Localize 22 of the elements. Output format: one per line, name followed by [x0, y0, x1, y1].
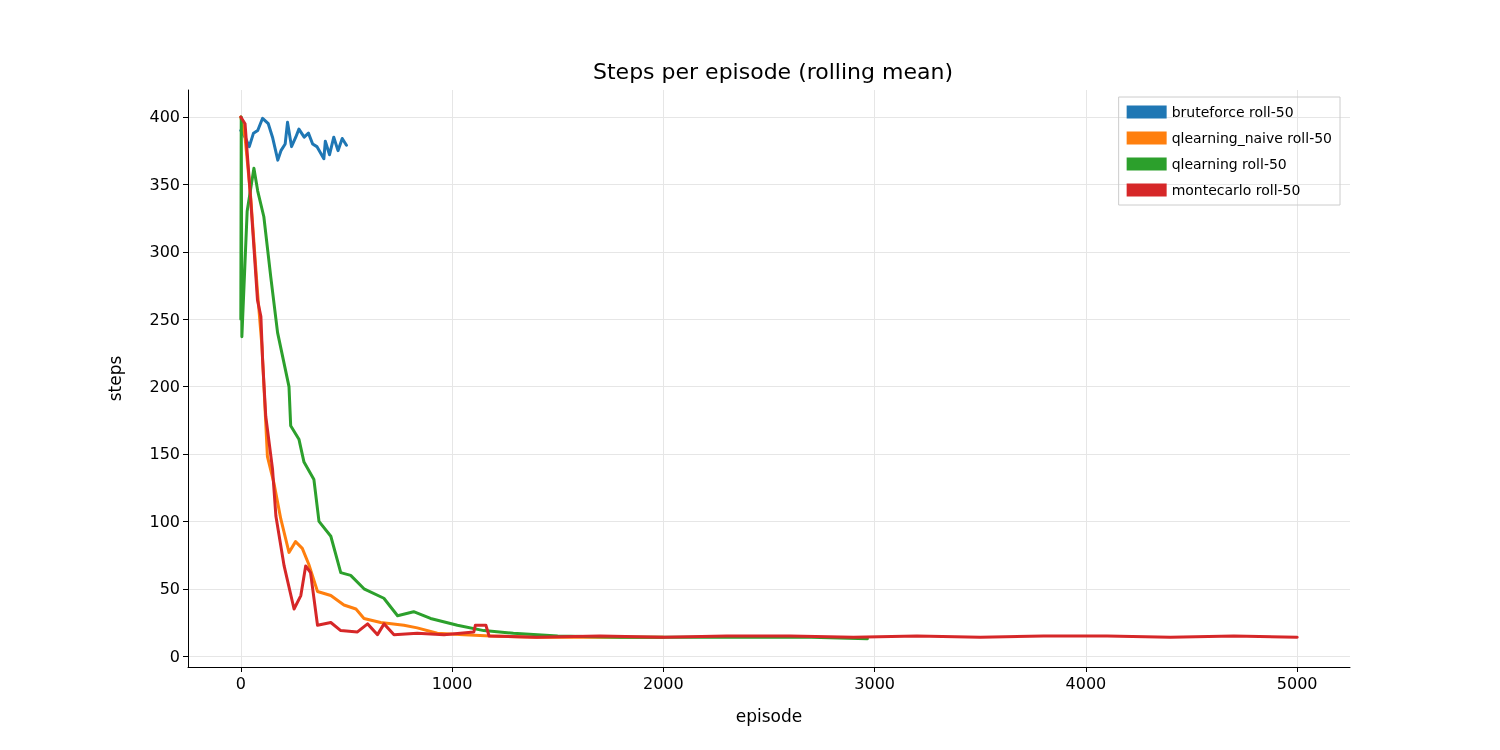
x-axis-title: episode	[735, 705, 803, 726]
x-tick-label: 4000	[1065, 673, 1107, 693]
y-tick-label: 50	[159, 579, 180, 599]
legend-label: qlearning roll-50	[1171, 156, 1287, 172]
x-tick-label: 2000	[643, 673, 684, 693]
y-tick-label: 400	[149, 107, 180, 127]
y-axis-title: steps	[104, 355, 125, 402]
chart-title: Steps per episode (rolling mean)	[593, 58, 953, 84]
legend-label: qlearning_naive roll-50	[1171, 130, 1333, 146]
y-tick-label: 100	[149, 511, 180, 531]
y-tick-label: 300	[149, 242, 180, 262]
y-tick-label: 350	[149, 174, 180, 194]
legend-label: bruteforce roll-50	[1171, 104, 1294, 120]
y-tick-label: 250	[149, 309, 180, 329]
x-tick-label: 0	[235, 673, 246, 693]
y-tick-label: 200	[149, 377, 180, 397]
y-tick-label: 150	[149, 444, 180, 464]
x-tick-label: 5000	[1276, 673, 1318, 693]
x-tick-label: 3000	[854, 673, 895, 693]
legend-label: montecarlo roll-50	[1171, 182, 1301, 198]
x-tick-label: 1000	[431, 673, 473, 693]
y-tick-label: 0	[169, 646, 180, 666]
